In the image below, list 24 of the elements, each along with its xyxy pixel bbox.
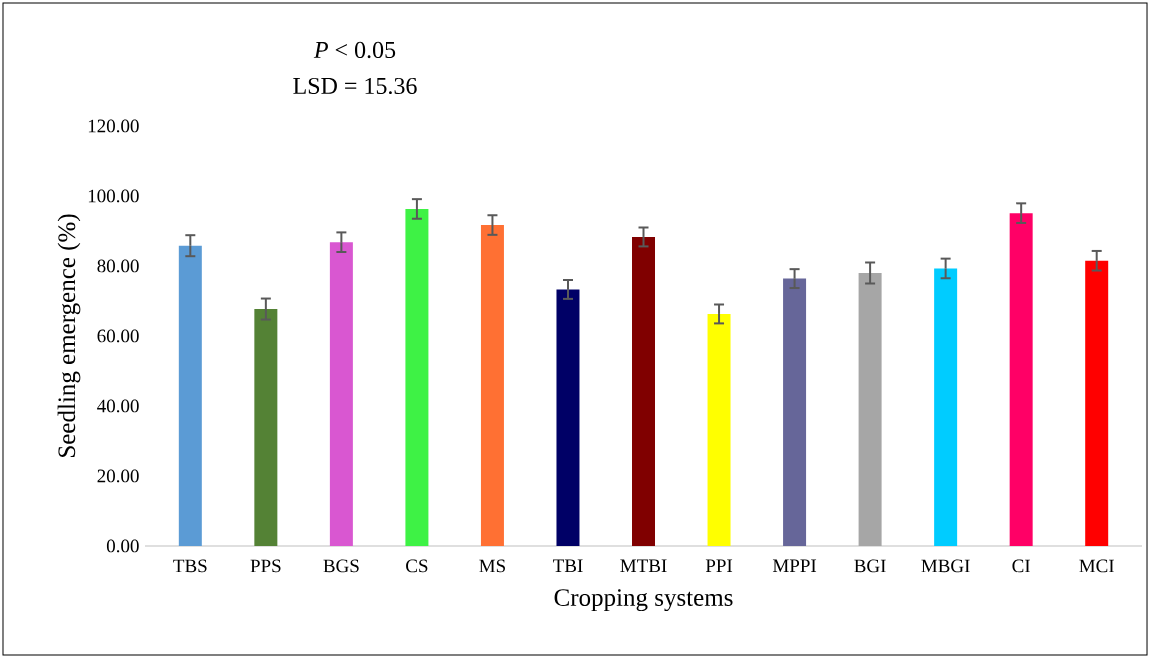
x-axis-title: Cropping systems: [554, 589, 733, 612]
y-tick-label: 100.00: [88, 189, 139, 203]
y-axis-title: Seedling emergence (%): [57, 214, 81, 457]
x-tick-label: BGI: [854, 559, 886, 573]
x-tick-label: CS: [406, 559, 428, 573]
y-tick-label: 60.00: [97, 329, 139, 343]
x-tick-label: MTBI: [620, 559, 667, 573]
x-tick-label: CI: [1012, 559, 1030, 573]
x-tick-label: TBS: [173, 559, 207, 573]
text: LSD = 15.36: [293, 77, 417, 95]
y-tick-label: 80.00: [97, 259, 139, 273]
y-tick-label: 120.00: [88, 119, 139, 133]
y-tick-label: 20.00: [97, 469, 139, 483]
x-tick-label: PPI: [705, 559, 733, 572]
x-tick-label: MBGI: [921, 559, 970, 573]
x-tick-label: PPS: [250, 559, 281, 573]
x-tick-label: BGS: [323, 559, 359, 573]
x-tick-label: MCI: [1079, 559, 1114, 573]
text: P < 0.05: [313, 41, 396, 59]
x-tick-label: TBI: [553, 559, 583, 573]
x-tick-label: MPPI: [772, 559, 817, 572]
y-tick-label: 40.00: [97, 399, 139, 413]
y-tick-label: 0.00: [106, 539, 139, 553]
x-tick-label: MS: [479, 559, 505, 573]
